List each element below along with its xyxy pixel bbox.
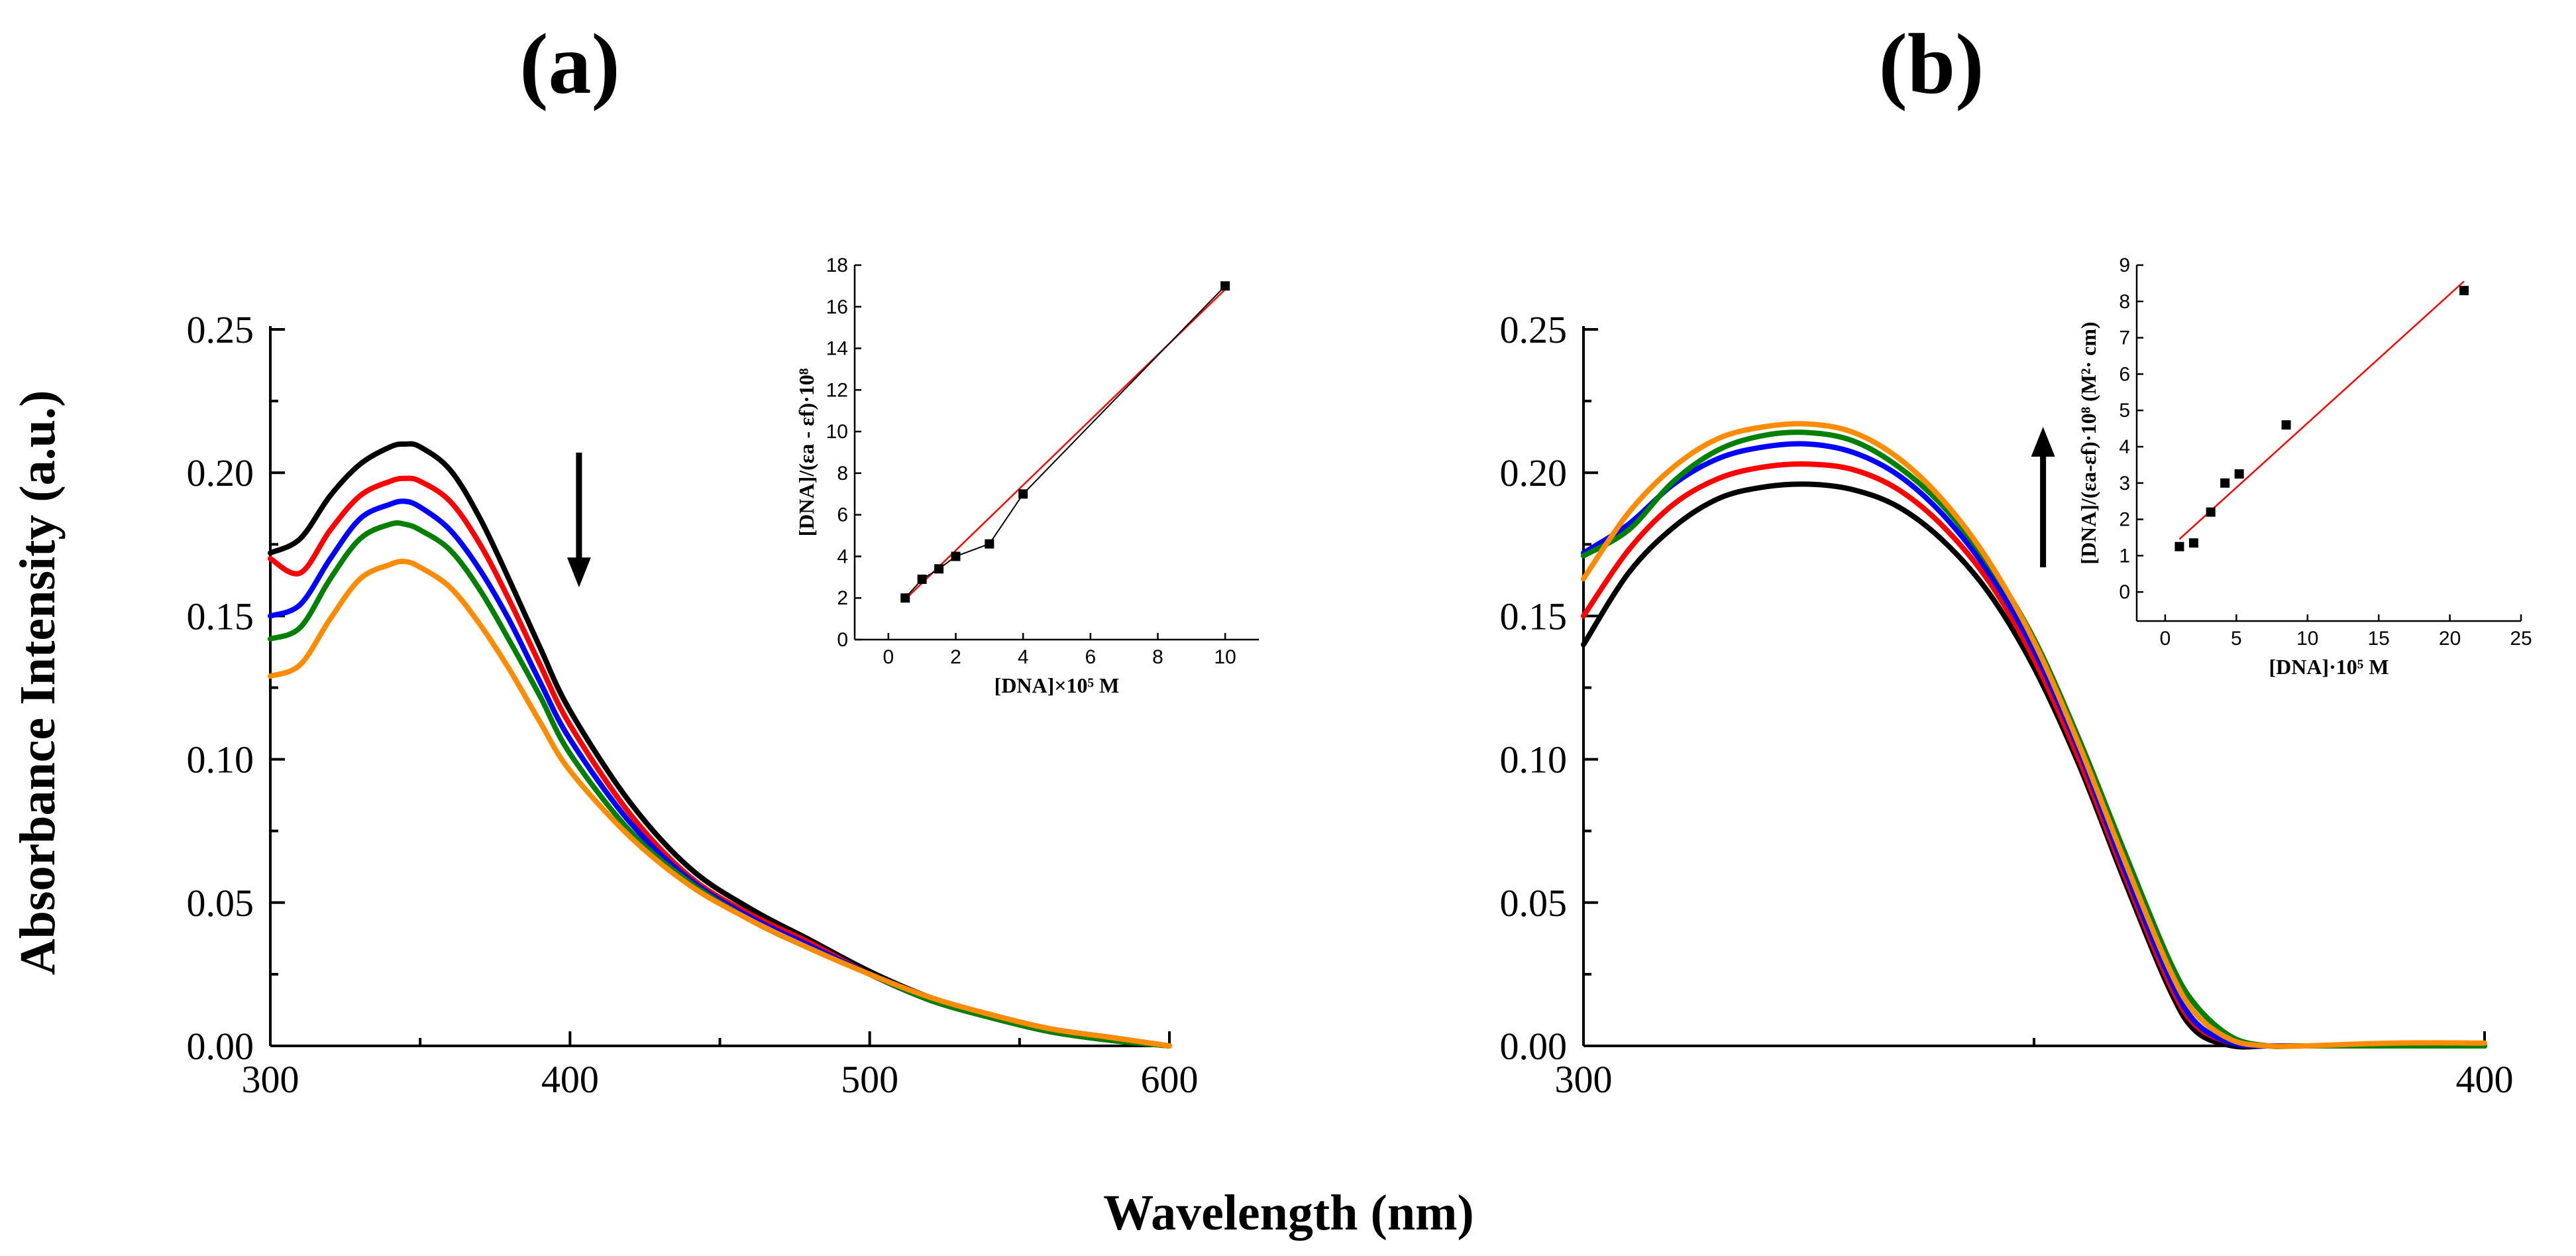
inset-data-point (2174, 542, 2184, 551)
x-tick-label: 600 (1141, 1058, 1199, 1101)
inset-y-tick-label: 0 (2119, 581, 2130, 603)
inset-y-tick-label: 7 (2119, 327, 2130, 349)
inset-y-tick-label: 9 (2119, 255, 2130, 276)
inset-y-tick-label: 2 (837, 587, 848, 609)
inset-x-axis-title: [DNA]·10⁵ M (2269, 655, 2388, 679)
inset-y-axis-title: [DNA]/(εa-εf)·10⁸ (M²· cm) (2076, 321, 2100, 564)
x-tick-label: 400 (541, 1058, 599, 1101)
y-tick-label: 0.25 (187, 308, 254, 351)
inset-y-tick-label: 6 (837, 504, 848, 526)
series-line-5 (268, 558, 1172, 1049)
y-tick-label: 0.00 (1500, 1025, 1568, 1068)
inset-x-tick-label: 5 (2231, 628, 2242, 650)
x-tick-label: 300 (242, 1058, 299, 1101)
inset-y-tick-label: 1 (2119, 545, 2130, 567)
series-line-5 (1581, 421, 2487, 1049)
y-tick-label: 0.05 (1500, 882, 1568, 925)
inset-data-point (900, 593, 910, 603)
inset-y-tick-label: 4 (2119, 436, 2130, 458)
inset-x-tick-label: 4 (1018, 646, 1029, 668)
x-tick-label: 300 (1555, 1058, 1613, 1101)
panel-b-inset-plot: 0 1 2 3 4 5 6 7 8 9 0 5 10 15 20 25 [DNA]·10⁵ M [DNA]/(εa… (2076, 255, 2532, 679)
inset-y-tick-label: 0 (837, 629, 848, 651)
y-tick-label: 0.25 (1500, 308, 1568, 351)
inset-y-tick-label: 5 (2119, 400, 2130, 422)
y-tick-label: 0.20 (187, 451, 254, 494)
x-tick-label: 400 (2456, 1058, 2514, 1101)
inset-data-point (1220, 281, 1230, 291)
inset-data-point (2281, 420, 2291, 430)
inset-x-tick-label: 2 (950, 646, 961, 668)
inset-y-tick-label: 2 (2119, 509, 2130, 531)
inset-x-tick-label: 10 (2296, 628, 2318, 650)
x-axis-title: Wavelength (nm) (1103, 1185, 1474, 1241)
inset-y-tick-label: 12 (826, 379, 848, 401)
inset-fit-line (2178, 280, 2465, 540)
y-tick-label: 0.05 (187, 882, 254, 925)
inset-x-tick-label: 0 (2160, 628, 2171, 650)
y-tick-label: 0.15 (1500, 595, 1568, 638)
inset-y-tick-label: 16 (826, 296, 848, 318)
inset-x-tick-label: 0 (883, 646, 894, 668)
panel-a-label: (a) (519, 17, 620, 112)
inset-data-point (2459, 286, 2469, 296)
series-line-4 (268, 520, 1172, 1049)
inset-x-tick-label: 20 (2439, 628, 2461, 650)
panel-b: (b) 0.00 0.05 0.10 0.15 0.20 0.25 300 400 0 1 2 3 4… (1500, 17, 2532, 1101)
inset-data-point (2234, 469, 2244, 479)
inset-y-tick-label: 6 (2119, 363, 2130, 385)
inset-data-point (985, 539, 994, 549)
y-tick-label: 0.20 (1500, 451, 1568, 494)
inset-x-tick-label: 10 (1214, 646, 1236, 668)
inset-data-point (951, 551, 961, 561)
inset-data-point (2188, 538, 2198, 548)
trend-arrow-head-icon (566, 557, 591, 588)
inset-data-point (934, 564, 944, 574)
inset-y-tick-label: 8 (2119, 291, 2130, 313)
y-tick-label: 0.10 (187, 738, 254, 781)
inset-x-tick-label: 15 (2367, 628, 2389, 650)
inset-y-axis-title: [DNA]/(εa - εf)·10⁸ (794, 368, 818, 536)
y-axis-title: Absorbance Intensity (a.u.) (10, 390, 66, 976)
inset-background (2137, 265, 2521, 621)
y-tick-label: 0.15 (187, 595, 254, 638)
inset-x-tick-label: 6 (1085, 646, 1096, 668)
inset-y-tick-label: 3 (2119, 473, 2130, 494)
inset-y-tick-label: 10 (826, 421, 848, 443)
x-tick-label: 500 (841, 1058, 898, 1101)
y-tick-label: 0.10 (1500, 738, 1568, 781)
inset-x-axis-title: [DNA]×10⁵ M (994, 673, 1120, 697)
panel-b-label: (b) (1879, 17, 1984, 112)
inset-data-point (2220, 478, 2230, 488)
inset-y-tick-label: 4 (837, 545, 848, 567)
panel-a-inset-plot: 0 2 4 6 8 10 12 14 16 18 0 2 4 6 8 10 [DNA]×10⁵ M [DNA]/(… (794, 255, 1259, 697)
inset-y-tick-label: 8 (837, 463, 848, 485)
inset-y-tick-label: 14 (826, 338, 848, 360)
inset-data-point (1018, 489, 1028, 499)
inset-x-tick-label: 25 (2510, 628, 2532, 650)
inset-x-tick-label: 8 (1152, 646, 1163, 668)
inset-data-point (917, 574, 927, 584)
trend-arrow-head-icon (2031, 427, 2055, 457)
inset-y-tick-label: 18 (826, 255, 848, 276)
inset-data-point (2206, 507, 2216, 517)
y-tick-label: 0.00 (187, 1025, 254, 1068)
